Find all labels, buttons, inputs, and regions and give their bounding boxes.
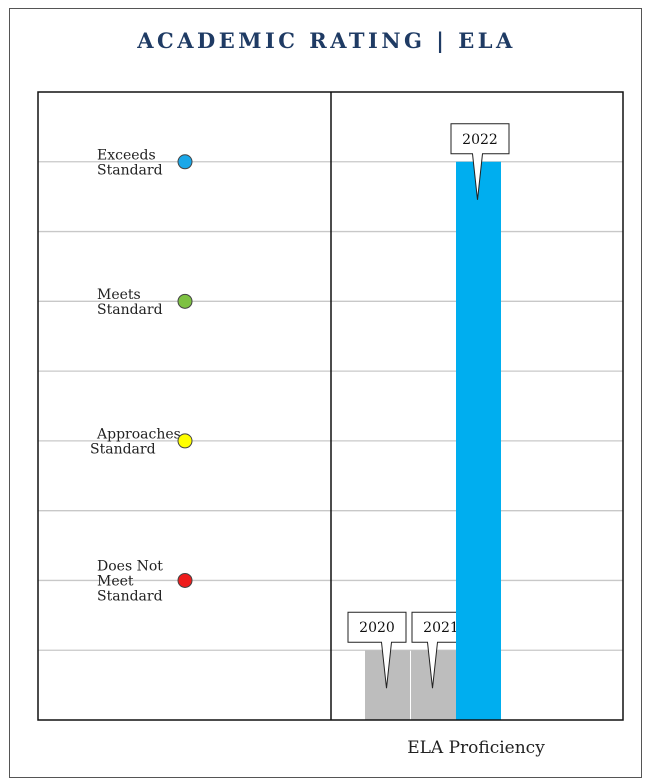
bar-label-2022: 2022 [462, 132, 498, 148]
level-marker-3 [177, 154, 193, 170]
bar-label-2020: 2020 [359, 620, 395, 636]
bar-label-2021: 2021 [423, 620, 459, 636]
bar-2022 [456, 161, 501, 720]
level-marker-2 [177, 293, 193, 309]
level-marker-1 [177, 433, 193, 449]
level-label-2: Meets Standard [97, 287, 163, 318]
callout-2020 [347, 611, 407, 689]
chart-title: ACADEMIC RATING | ELA [137, 28, 516, 53]
callout-2022 [450, 123, 510, 200]
level-label-0: Does Not Meet Standard [97, 558, 163, 604]
level-label-1: Approaches Standard [90, 426, 181, 457]
x-axis-label: ELA Proficiency [407, 738, 545, 758]
level-label-3: Exceeds Standard [97, 147, 163, 178]
level-marker-0 [177, 572, 193, 588]
